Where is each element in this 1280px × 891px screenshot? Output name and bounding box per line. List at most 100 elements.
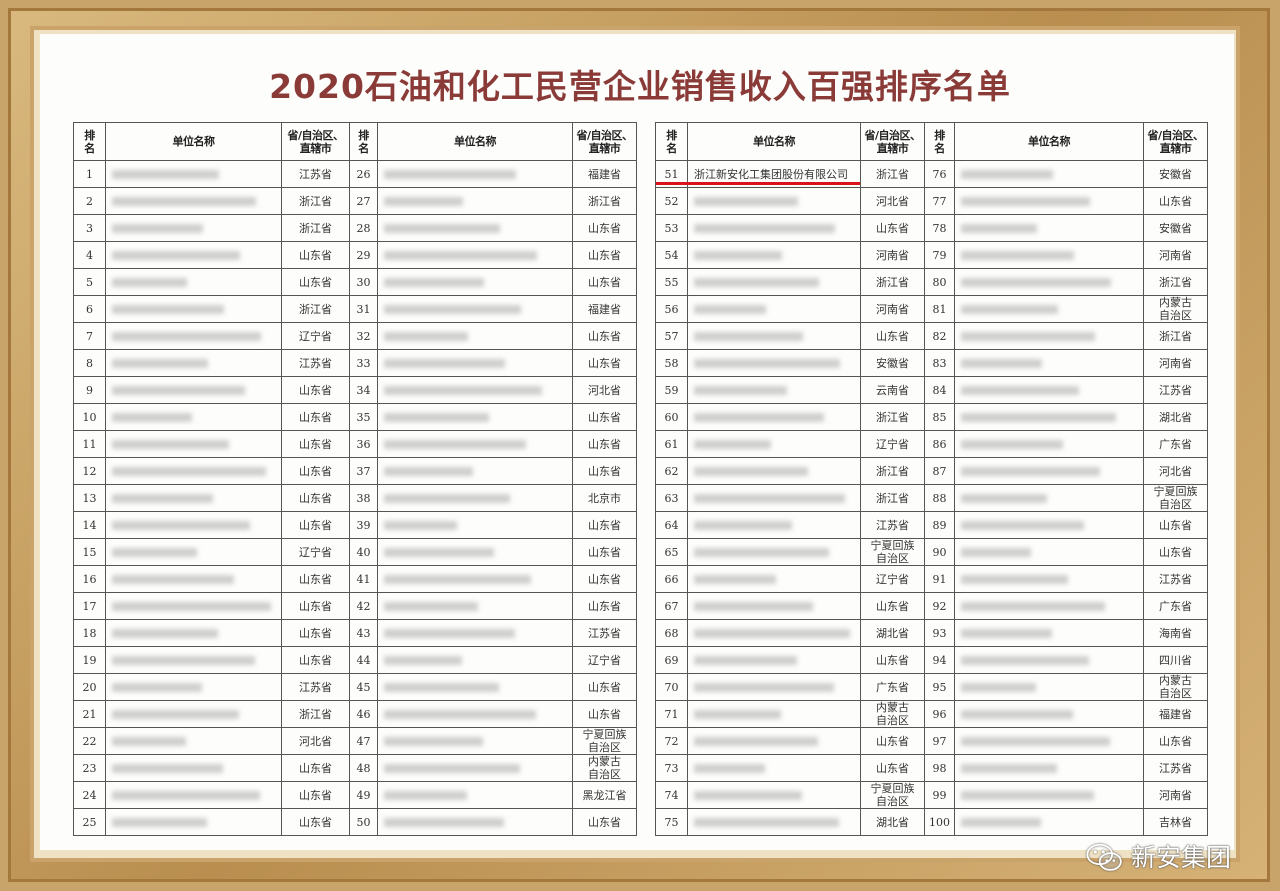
table-row: 73 山东省 98 江苏省 [655,754,1208,782]
rank-cell: 81 [924,295,955,323]
province-cell: 浙江省 [281,700,350,728]
table-row: 69 山东省 94 四川省 [655,646,1208,674]
province-cell: 浙江省 [860,403,925,431]
rank-cell: 10 [73,403,106,431]
company-name-cell [954,592,1144,620]
blurred-company-name [961,440,1063,449]
company-name-cell [377,808,573,836]
rank-cell: 17 [73,592,106,620]
rank-cell: 37 [349,457,378,485]
province-cell: 浙江省 [860,457,925,485]
province-cell: 山东省 [1143,511,1208,539]
province-cell: 山东省 [860,214,925,242]
company-name-cell [377,673,573,701]
company-name-cell [954,808,1144,836]
rank-cell: 86 [924,430,955,458]
province-cell: 辽宁省 [860,565,925,593]
blurred-company-name [961,251,1074,260]
rank-cell: 87 [924,457,955,485]
province-cell: 内蒙古 自治区 [860,700,925,728]
rank-cell: 5 [73,268,106,296]
company-name-cell [377,214,573,242]
rank-cell: 35 [349,403,378,431]
blurred-company-name [112,791,260,800]
blurred-company-name [112,656,255,665]
company-name-cell [687,430,861,458]
rank-cell: 54 [655,241,688,269]
province-cell: 江苏省 [1143,754,1208,782]
company-name-cell [105,754,282,782]
blurred-company-name [694,440,771,449]
table-row: 66 辽宁省 91 江苏省 [655,565,1208,593]
company-name-cell [377,322,573,350]
rank-cell: 22 [73,727,106,755]
rank-cell: 49 [349,781,378,809]
company-name-cell [687,754,861,782]
province-cell: 浙江省 [860,268,925,296]
province-cell: 内蒙古 自治区 [1143,673,1208,701]
blurred-company-name [961,386,1079,395]
table-row: 59 云南省 84 江苏省 [655,376,1208,404]
rank-cell: 23 [73,754,106,782]
company-name-cell [377,700,573,728]
rank-cell: 24 [73,781,106,809]
company-name-cell [105,187,282,215]
province-cell: 江苏省 [281,673,350,701]
company-name-cell [954,457,1144,485]
province-cell: 河南省 [860,241,925,269]
blurred-company-name [384,521,457,530]
province-cell: 山东省 [572,430,637,458]
province-cell: 浙江省 [281,214,350,242]
rank-cell: 28 [349,214,378,242]
company-name-cell [954,700,1144,728]
table-row: 2 浙江省 27 浙江省 [73,187,637,215]
table-row: 21 浙江省 46 山东省 [73,700,637,728]
blurred-company-name [694,224,835,233]
header-rank: 排 名 [73,122,106,161]
company-name-cell [105,619,282,647]
province-cell: 福建省 [572,295,637,323]
rank-cell: 46 [349,700,378,728]
table-row: 15 辽宁省 40 山东省 [73,538,637,566]
rank-cell: 25 [73,808,106,836]
province-cell: 宁夏回族 自治区 [860,538,925,566]
header-rank: 排 名 [924,122,955,161]
table-row: 4 山东省 29 山东省 [73,241,637,269]
blurred-company-name [384,467,473,476]
blurred-company-name [961,764,1057,773]
company-name-cell [377,592,573,620]
company-name-cell [105,322,282,350]
province-cell: 广东省 [1143,430,1208,458]
blurred-company-name [384,737,483,746]
blurred-company-name [694,413,824,422]
province-cell: 山东省 [1143,727,1208,755]
rank-cell: 42 [349,592,378,620]
company-name-cell [377,241,573,269]
blurred-company-name [961,683,1036,692]
blurred-company-name [384,359,505,368]
header-name: 单位名称 [377,122,573,161]
province-cell: 河北省 [1143,457,1208,485]
rank-cell: 32 [349,322,378,350]
company-name-cell [377,349,573,377]
rank-cell: 74 [655,781,688,809]
province-cell: 黑龙江省 [572,781,637,809]
header-rank: 排 名 [655,122,688,161]
province-cell: 山东省 [281,403,350,431]
province-cell: 安徽省 [860,349,925,377]
company-name-cell [377,160,573,188]
blurred-company-name [384,413,489,422]
blurred-company-name [961,629,1052,638]
rank-cell: 6 [73,295,106,323]
company-name-cell [377,295,573,323]
rank-cell: 3 [73,214,106,242]
rank-cell: 90 [924,538,955,566]
company-name-cell [954,430,1144,458]
province-cell: 浙江省 [281,187,350,215]
ranking-table-right: 排 名单位名称 省/自治区、 直辖市排 名单位名称 省/自治区、 直辖市 51 浙江新安… [655,122,1208,836]
company-name-cell [105,727,282,755]
company-name-cell [105,511,282,539]
province-cell: 浙江省 [860,484,925,512]
rank-cell: 89 [924,511,955,539]
rank-cell: 93 [924,619,955,647]
